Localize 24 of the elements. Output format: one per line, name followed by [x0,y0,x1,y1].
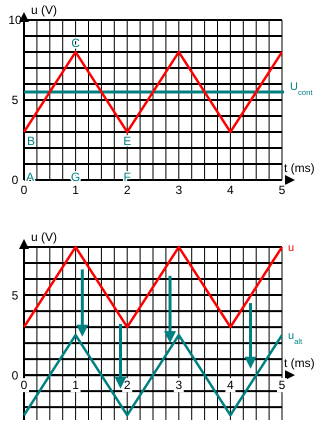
y-axis-title: u (V) [31,230,58,244]
x-tick-label: 0 [20,183,28,197]
x-tick-label: 2 [124,378,131,392]
x-axis-title: t (ms) [284,356,315,370]
x-tick-label: 3 [175,378,182,392]
x-tick-label: 5 [278,183,286,197]
y-tick-label: 0 [12,368,19,382]
y-tick-label: 0 [12,173,19,188]
x-tick-label: 1 [72,183,80,197]
x-tick-label: 4 [227,378,234,392]
series-label: u$_{alt}$ [288,330,304,346]
y-tick-label: 5 [12,288,19,302]
x-tick-label: 0 [20,378,28,392]
x-tick-label: 2 [124,183,131,197]
series-label: u [288,242,294,254]
x-axis-title: t (ms) [284,161,315,175]
x-tick-label: 5 [278,378,286,392]
x-tick-label: 4 [227,183,234,197]
y-axis-title: u (V) [31,3,58,17]
x-tick-label: 3 [175,183,182,197]
x-tick-label: 1 [72,378,80,392]
y-tick-label: 5 [12,93,19,108]
ref-line-label: U$_{cont}$ [290,81,314,96]
annotation: B [27,134,36,148]
